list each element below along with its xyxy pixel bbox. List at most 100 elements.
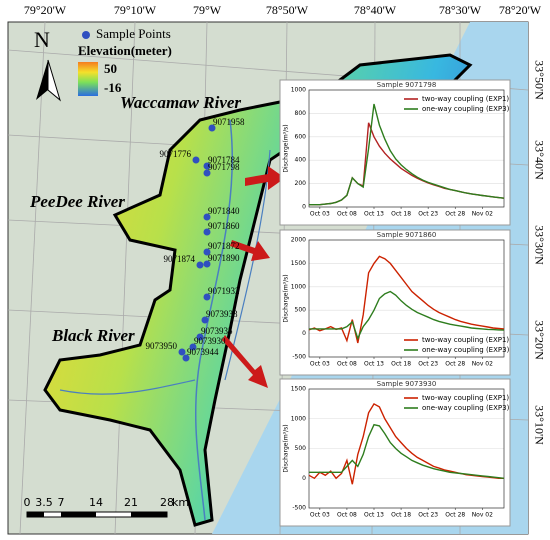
plot-frame xyxy=(308,388,505,509)
plot-frame xyxy=(308,239,505,358)
chart-panel xyxy=(279,229,511,376)
y-tick-label: 0 xyxy=(302,475,306,482)
latitude-label: 33°20'N xyxy=(532,320,546,360)
x-tick-label: Oct 03 xyxy=(310,211,330,218)
latitude-label: 33°50'N xyxy=(532,60,546,100)
x-tick-label: Oct 13 xyxy=(364,361,384,368)
legend-label: one-way coupling (EXP3) xyxy=(422,105,510,113)
longitude-label: 78°40'W xyxy=(354,3,397,17)
legend-point xyxy=(82,31,90,39)
x-tick-label: Oct 13 xyxy=(364,211,384,218)
legend-label: two-way coupling (EXP1) xyxy=(422,95,509,103)
scale-label: 7 xyxy=(58,496,65,509)
y-tick-label: 2000 xyxy=(291,237,306,244)
y-tick-label: -500 xyxy=(292,354,306,361)
y-tick-label: -500 xyxy=(292,505,306,512)
sample-point xyxy=(203,228,211,236)
color-bar xyxy=(78,62,98,96)
x-tick-label: Oct 28 xyxy=(445,361,465,368)
sample-point xyxy=(203,213,211,221)
sample-label: 9071872 xyxy=(208,241,240,251)
x-tick-label: Oct 08 xyxy=(337,512,357,519)
longitude-label: 78°30'W xyxy=(439,3,482,17)
river xyxy=(194,119,233,521)
legend-label: two-way coupling (EXP1) xyxy=(422,394,509,402)
sample-label: 9071958 xyxy=(213,117,245,127)
y-axis-label: Discharge(m³/s) xyxy=(283,274,290,322)
x-tick-label: Oct 18 xyxy=(391,361,411,368)
chart-title: Sample 9073930 xyxy=(377,380,437,388)
sample-label: 9073930 xyxy=(194,336,226,346)
y-tick-label: 600 xyxy=(295,133,307,140)
x-tick-label: Oct 28 xyxy=(445,512,465,519)
y-axis-label: Discharge(m³/s) xyxy=(283,424,290,472)
sample-point xyxy=(203,248,211,256)
x-tick-label: Oct 18 xyxy=(391,512,411,519)
north-arrow xyxy=(36,60,48,100)
y-tick-label: 400 xyxy=(295,157,307,164)
legend-label: one-way coupling (EXP3) xyxy=(422,346,510,354)
chart-panel xyxy=(279,79,511,226)
longitude-label: 79°W xyxy=(193,3,222,17)
scale-label: km xyxy=(172,496,189,509)
sample-label: 9071798 xyxy=(208,162,240,172)
chart-panel xyxy=(279,378,511,527)
y-tick-label: 1000 xyxy=(291,415,306,422)
scale-label: 28 xyxy=(160,496,174,509)
y-tick-label: 1500 xyxy=(291,260,306,267)
sample-label: 9071932 xyxy=(208,286,240,296)
sample-point xyxy=(192,156,200,164)
color-bar-label: 50 xyxy=(104,61,117,76)
x-tick-label: Oct 23 xyxy=(418,211,438,218)
x-tick-label: Oct 23 xyxy=(418,361,438,368)
x-tick-label: Oct 28 xyxy=(445,211,465,218)
arrows xyxy=(222,166,285,388)
sample-label: 9071784 xyxy=(208,155,240,165)
river-label: Waccamaw River xyxy=(120,93,241,112)
latitude-label: 33°10'N xyxy=(532,405,546,445)
sample-label: 9073935 xyxy=(201,326,233,336)
sample-point xyxy=(203,260,211,268)
sample-label: 9073950 xyxy=(146,341,178,351)
y-tick-label: 1000 xyxy=(291,87,306,94)
legend-label: two-way coupling (EXP1) xyxy=(422,336,509,344)
longitude-label: 78°20'W xyxy=(499,3,542,17)
y-axis-label: Discharge(m³/s) xyxy=(283,124,290,172)
sample-label: 9073938 xyxy=(206,309,238,319)
color-bar-label: -16 xyxy=(104,80,122,95)
legend-label: Sample Points xyxy=(96,26,171,41)
x-tick-label: Oct 18 xyxy=(391,211,411,218)
y-tick-label: 0 xyxy=(302,330,306,337)
x-tick-label: Oct 23 xyxy=(418,512,438,519)
x-tick-label: Oct 03 xyxy=(310,512,330,519)
river-label: Black River xyxy=(51,326,135,345)
x-tick-label: Nov 02 xyxy=(472,211,493,218)
sample-point xyxy=(182,354,190,362)
latitude-label: 33°30'N xyxy=(532,225,546,265)
legend-label: one-way coupling (EXP3) xyxy=(422,404,510,412)
x-tick-label: Oct 08 xyxy=(337,211,357,218)
x-tick-label: Oct 03 xyxy=(310,361,330,368)
sample-point xyxy=(196,333,204,341)
sample-label: 9071890 xyxy=(208,253,240,263)
river xyxy=(59,379,196,395)
series-line xyxy=(308,255,505,344)
x-tick-label: Oct 08 xyxy=(337,361,357,368)
sample-point xyxy=(203,293,211,301)
scale-label: 3.5 xyxy=(35,496,53,509)
sample-label: 9073944 xyxy=(187,347,219,357)
series-line xyxy=(309,103,505,206)
y-tick-label: 1000 xyxy=(291,283,306,290)
latitude-label: 33°40'N xyxy=(532,140,546,180)
plot-frame xyxy=(308,89,505,208)
scale-bar xyxy=(26,511,168,518)
longitude-label: 79°10'W xyxy=(114,3,157,17)
river-label: PeeDee River xyxy=(29,192,125,211)
sample-point xyxy=(178,348,186,356)
y-tick-label: 0 xyxy=(302,204,306,211)
sample-point xyxy=(203,162,211,170)
sample-point xyxy=(203,169,211,177)
y-tick-label: 500 xyxy=(295,445,307,452)
longitude-label: 79°20'W xyxy=(24,3,67,17)
